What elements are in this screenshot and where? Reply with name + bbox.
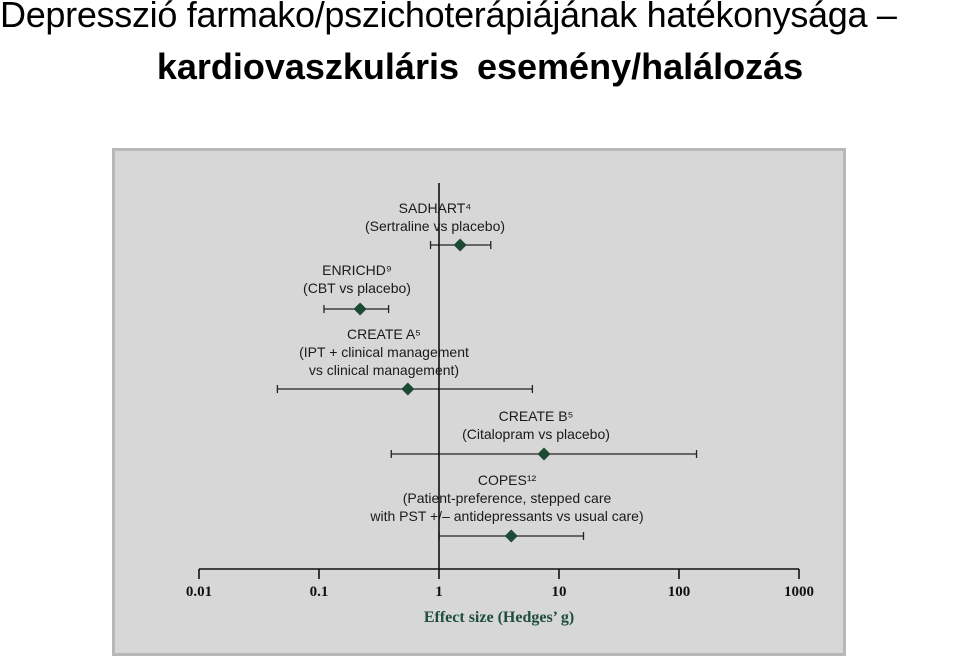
study-label: CREATE A⁵ xyxy=(347,326,421,342)
study-row: CREATE B⁵ (Citalopram vs placebo) xyxy=(390,408,698,461)
study-label: (Sertraline vs placebo) xyxy=(365,218,505,234)
study-label: (IPT + clinical management xyxy=(299,344,469,360)
x-tick-label: 100 xyxy=(668,584,691,600)
study-label: COPES¹² xyxy=(478,472,537,488)
forest-plot: SADHART⁴ (Sertraline vs placebo) ENRICHD⁹ (… xyxy=(186,183,814,626)
study-row: CREATE A⁵ (IPT + clinical management vs cl… xyxy=(276,326,534,396)
estimate-marker xyxy=(353,302,367,316)
study-label: with PST +/– antidepressants vs usual ca… xyxy=(369,508,643,524)
x-tick-label: 1 xyxy=(435,584,443,600)
study-row: ENRICHD⁹ (CBT vs placebo) xyxy=(303,262,411,316)
study-label: ENRICHD⁹ xyxy=(322,262,392,278)
study-label: vs clinical management) xyxy=(309,362,459,378)
study-label: (Patient-preference, stepped care xyxy=(403,490,612,506)
study-row: COPES¹² (Patient-preference, stepped care… xyxy=(369,472,644,543)
x-axis-label: Effect size (Hedges’ g) xyxy=(424,609,574,626)
x-tick-label: 0.1 xyxy=(310,584,329,600)
studies-layer: SADHART⁴ (Sertraline vs placebo) ENRICHD⁹ (… xyxy=(276,200,698,543)
study-label: (Citalopram vs placebo) xyxy=(462,426,610,442)
title-line-2: kardiovaszkuláris esemény/halálozás xyxy=(156,46,804,87)
study-label: (CBT vs placebo) xyxy=(303,280,411,296)
estimate-marker xyxy=(453,238,467,252)
estimate-marker xyxy=(401,382,415,396)
title-line-1: Depresszió farmako/pszichoterápiájának h… xyxy=(0,0,897,35)
estimate-marker xyxy=(537,447,551,461)
study-row: SADHART⁴ (Sertraline vs placebo) xyxy=(365,200,505,252)
x-tick-label: 0.01 xyxy=(186,584,212,600)
chart-panel: SADHART⁴ (Sertraline vs placebo) ENRICHD⁹ (… xyxy=(112,148,846,656)
study-label: CREATE B⁵ xyxy=(499,408,574,424)
x-tick-label: 10 xyxy=(552,584,567,600)
estimate-marker xyxy=(504,529,518,543)
study-label: SADHART⁴ xyxy=(399,200,472,216)
axis-layer: 0.01 0.1 1 10 100 1000 Effect size (Hedges’ g) xyxy=(186,183,814,626)
x-tick-label: 1000 xyxy=(784,584,814,600)
